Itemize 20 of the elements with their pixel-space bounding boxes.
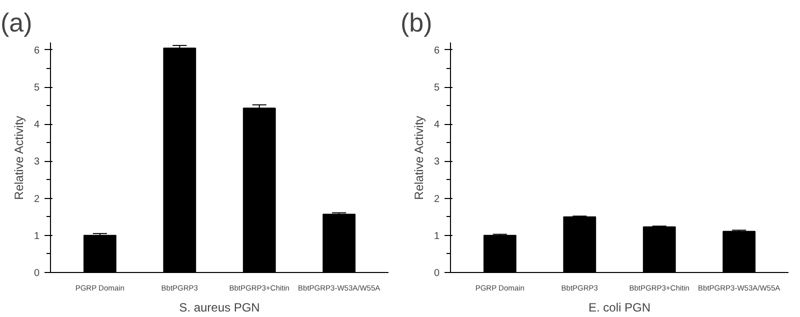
y-tick-label: 5 [434,82,440,94]
chart-title: (b) [400,8,432,38]
x-axis-title: S. aureus PGN [179,300,260,314]
chart-title: (a) [0,8,32,38]
y-tick-label: 2 [34,194,40,205]
y-tick-label: 1 [34,230,40,242]
y-tick-label: 3 [34,156,40,168]
y-tick-label: 6 [434,45,440,56]
y-tick-label: 4 [34,120,40,131]
y-tick-label: 5 [34,82,40,94]
y-tick-label: 0 [434,268,440,279]
x-axis-title: E. coli PGN [588,300,651,314]
y-tick-label: 6 [34,45,40,56]
y-tick-label: 3 [434,156,440,168]
y-tick-label: 1 [434,230,440,242]
y-tick-label: 2 [434,194,440,205]
y-axis-title: Relative Activity [12,116,26,200]
y-tick-label: 0 [34,268,40,279]
y-axis-title: Relative Activity [412,116,426,200]
y-tick-label: 4 [434,120,440,131]
